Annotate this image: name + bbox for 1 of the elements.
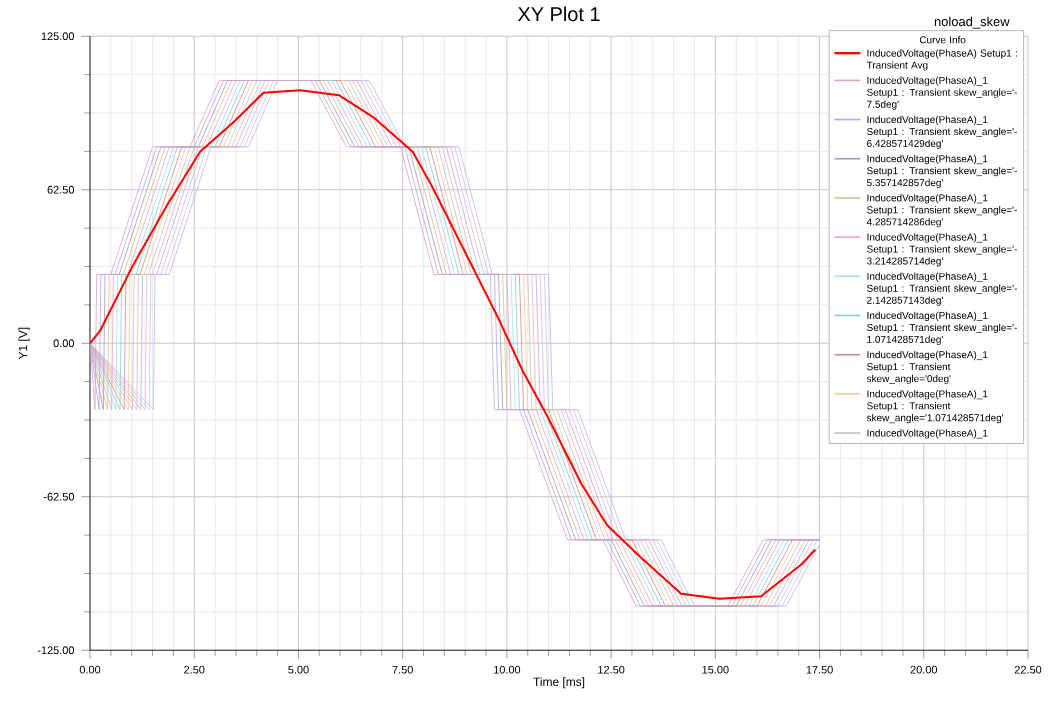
chart-title: XY Plot 1 xyxy=(517,6,600,22)
